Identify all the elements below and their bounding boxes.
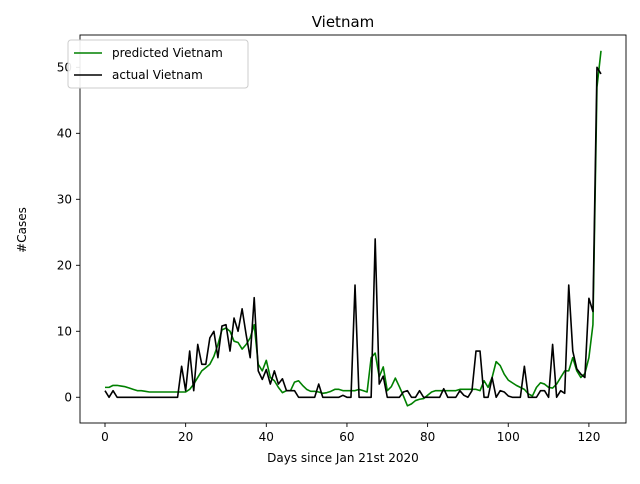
x-axis-label: Days since Jan 21st 2020 (267, 451, 419, 465)
x-tick-label: 100 (497, 430, 520, 444)
x-tick-label: 20 (178, 430, 193, 444)
x-tick-label: 40 (259, 430, 274, 444)
legend-box (67, 39, 249, 89)
x-tick-label: 80 (420, 430, 435, 444)
y-tick-label: 30 (57, 192, 72, 206)
axes-frame (79, 34, 627, 424)
y-axis-label: #Cases (15, 207, 29, 253)
legend: predicted Vietnam actual Vietnam (67, 39, 249, 89)
x-tick-label: 60 (339, 430, 354, 444)
y-tick-label: 40 (57, 126, 72, 140)
series-line-predicted-vietnam (105, 50, 602, 407)
x-tick-label: 120 (577, 430, 600, 444)
y-tick-label: 0 (64, 390, 72, 404)
legend-label-actual-vietnam: actual Vietnam (112, 68, 203, 82)
legend-label-predicted-vietnam: predicted Vietnam (112, 46, 223, 60)
chart-title: Vietnam (312, 13, 375, 31)
y-tick-label: 20 (57, 258, 72, 272)
x-tick-label: 0 (101, 430, 109, 444)
y-tick-label: 10 (57, 324, 72, 338)
series-line-actual-vietnam (104, 66, 602, 399)
